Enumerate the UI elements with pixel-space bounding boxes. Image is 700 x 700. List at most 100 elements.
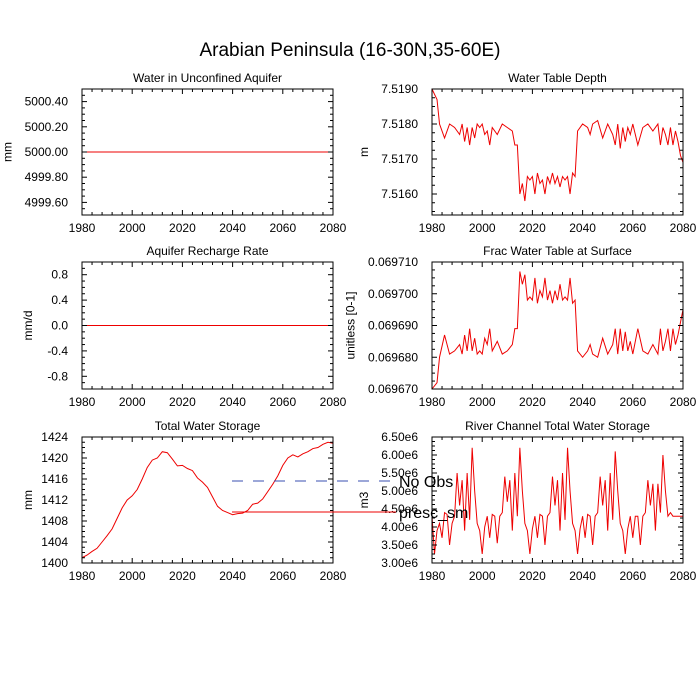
y-tick-label: 5.50e6 [381, 466, 418, 480]
y-tick-label: 0.069680 [368, 350, 418, 364]
panel-title-river-channel-total-water-storage: River Channel Total Water Storage [465, 419, 650, 433]
y-tick-label: 4.00e6 [381, 520, 418, 534]
figure-title: Arabian Peninsula (16-30N,35-60E) [199, 40, 500, 61]
series-line-presc-sm-total-water-storage [81, 441, 334, 559]
x-tick-label: 1980 [419, 569, 446, 583]
x-tick-label: 2080 [320, 221, 347, 235]
x-tick-label: 2040 [219, 395, 246, 409]
y-tick-label: 5000.00 [25, 145, 69, 159]
panel-title-water-in-unconfined-aquifer: Water in Unconfined Aquifer [133, 71, 282, 85]
panel-title-aquifer-recharge-rate: Aquifer Recharge Rate [146, 244, 268, 258]
y-axis-label-frac-water-table-at-surface: unitless [0-1] [344, 291, 358, 359]
y-tick-label: 1404 [41, 535, 68, 549]
x-tick-label: 2000 [119, 221, 146, 235]
series-line-presc-sm-water-table-depth [431, 88, 684, 202]
y-tick-label: 5.00e6 [381, 484, 418, 498]
panel-title-water-table-depth: Water Table Depth [508, 71, 607, 85]
x-tick-label: 2040 [219, 569, 246, 583]
panel-water-in-unconfined-aquifer: Water in Unconfined Aquifer 1980 2000 2020 2… [0, 71, 346, 235]
y-tick-label: 6.00e6 [381, 448, 418, 462]
legend-label-presc-sm: presc_sm [399, 505, 468, 522]
y-axis-label-total-water-storage: mm [21, 490, 35, 510]
y-tick-label: 0.4 [51, 293, 68, 307]
y-tick-label: 5000.20 [25, 120, 69, 134]
y-tick-label: 7.5160 [381, 187, 418, 201]
panels: Water in Unconfined Aquifer 1980 2000 2020 2… [0, 71, 696, 583]
legend: No Obs presc_sm [232, 474, 468, 522]
x-tick-label: 2060 [269, 569, 296, 583]
x-tick-label: 2000 [469, 569, 496, 583]
y-tick-label: 3.50e6 [381, 538, 418, 552]
x-tick-label: 2080 [320, 395, 347, 409]
x-tick-label: 2020 [519, 395, 546, 409]
x-tick-label: 1980 [69, 395, 96, 409]
x-tick-label: 2000 [469, 221, 496, 235]
x-tick-label: 2080 [320, 569, 347, 583]
y-axis-label-water-in-unconfined-aquifer: mm [0, 142, 14, 162]
y-tick-label: 0.069710 [368, 255, 418, 269]
y-tick-label: -0.8 [47, 369, 68, 383]
x-tick-label: 2040 [569, 221, 596, 235]
y-axis-label-aquifer-recharge-rate: mm/d [21, 311, 35, 341]
y-tick-label: 4999.60 [25, 195, 69, 209]
panel-total-water-storage: Total Water Storage 1980 2000 2020 2040 2060 2… [21, 419, 347, 583]
x-tick-label: 1980 [419, 395, 446, 409]
series-line-presc-sm-river-channel-total-water-storage [431, 447, 683, 555]
x-tick-label: 2060 [619, 569, 646, 583]
y-tick-label: 7.5190 [381, 82, 418, 96]
y-tick-label: 4999.80 [25, 170, 69, 184]
plot-frame-frac-water-table-at-surface [431, 261, 684, 390]
y-tick-label: 0.8 [51, 268, 68, 282]
y-tick-label: 1408 [41, 514, 68, 528]
x-tick-label: 2020 [169, 569, 196, 583]
panel-river-channel-total-water-storage: River Channel Total Water Storage 1980 200… [357, 419, 696, 583]
panel-water-table-depth: Water Table Depth 1980 2000 2020 2040 2060 208… [357, 71, 696, 235]
x-tick-label: 2080 [670, 569, 697, 583]
y-tick-label: 5000.40 [25, 95, 69, 109]
legend-label-no-obs: No Obs [399, 474, 453, 491]
series-line-presc-sm-frac-water-table-at-surface [431, 271, 684, 390]
x-tick-label: 2000 [119, 395, 146, 409]
y-tick-label: 1400 [41, 556, 68, 570]
x-tick-label: 2060 [269, 395, 296, 409]
x-tick-label: 2060 [619, 221, 646, 235]
x-tick-label: 1980 [419, 221, 446, 235]
x-tick-label: 2060 [269, 221, 296, 235]
plot-frame-river-channel-total-water-storage [431, 436, 684, 564]
x-tick-label: 2040 [569, 569, 596, 583]
x-tick-label: 2000 [119, 569, 146, 583]
y-tick-label: 1420 [41, 451, 68, 465]
y-tick-label: 0.069670 [368, 382, 418, 396]
y-tick-label: 0.069700 [368, 287, 418, 301]
panel-title-total-water-storage: Total Water Storage [155, 419, 261, 433]
x-tick-label: 2040 [569, 395, 596, 409]
y-tick-label: 1412 [41, 493, 68, 507]
x-tick-label: 2060 [619, 395, 646, 409]
y-tick-label: 3.00e6 [381, 556, 418, 570]
y-tick-label: 6.50e6 [381, 430, 418, 444]
plot-frame-water-table-depth [431, 88, 684, 216]
x-tick-label: 2020 [519, 221, 546, 235]
y-axis-label-water-table-depth: m [357, 147, 371, 157]
y-tick-label: 7.5180 [381, 117, 418, 131]
x-tick-label: 2020 [519, 569, 546, 583]
y-tick-label: 0.0 [51, 319, 68, 333]
x-tick-label: 1980 [69, 569, 96, 583]
y-tick-label: 1416 [41, 472, 68, 486]
y-axis-label-river-channel-total-water-storage: m3 [357, 491, 371, 508]
x-tick-label: 1980 [69, 221, 96, 235]
y-tick-label: 1424 [41, 430, 68, 444]
y-tick-label: 7.5170 [381, 152, 418, 166]
x-tick-label: 2040 [219, 221, 246, 235]
x-tick-label: 2020 [169, 221, 196, 235]
x-tick-label: 2020 [169, 395, 196, 409]
y-tick-label: -0.4 [47, 344, 68, 358]
y-tick-label: 0.069690 [368, 319, 418, 333]
panel-frac-water-table-at-surface: Frac Water Table at Surface 1980 2000 2020 2… [344, 244, 697, 409]
x-tick-label: 2000 [469, 395, 496, 409]
panel-aquifer-recharge-rate: Aquifer Recharge Rate 1980 2000 2020 2040 206… [21, 244, 347, 409]
x-tick-label: 2080 [670, 395, 697, 409]
panel-title-frac-water-table-at-surface: Frac Water Table at Surface [483, 244, 632, 258]
x-tick-label: 2080 [670, 221, 697, 235]
